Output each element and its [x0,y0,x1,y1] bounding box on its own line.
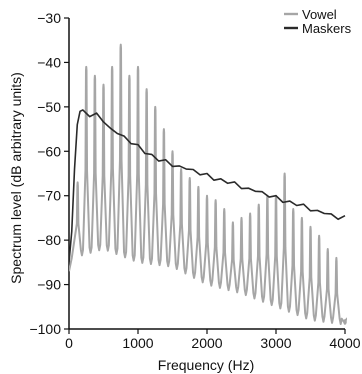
legend-label-vowel: Vowel [302,7,337,22]
x-tick-label: 0 [65,335,73,351]
x-tick-label: 2000 [191,335,222,351]
y-axis-label: Spectrum level (dB arbitrary units) [8,72,24,284]
y-tick-label: −70 [37,188,61,204]
x-axis: 0 1000 2000 3000 4000 [65,328,361,351]
y-tick-label: −40 [37,54,61,70]
series-layer [69,43,347,325]
y-tick-label: −80 [37,232,61,248]
y-axis: −30 −40 −50 −60 −70 −80 −90 −100 [29,10,70,337]
y-tick-label: −50 [37,99,61,115]
x-axis-label: Frequency (Hz) [158,357,254,373]
y-tick-label: −30 [37,10,61,26]
x-tick-label: 3000 [260,335,291,351]
series-line-vowel [69,43,347,325]
y-tick-label: −90 [37,277,61,293]
y-tick-label: −100 [29,321,61,337]
x-tick-label: 4000 [329,335,360,351]
series-line-maskers [69,109,346,263]
y-tick-label: −60 [37,143,61,159]
legend-label-maskers: Maskers [302,21,352,36]
x-tick-label: 1000 [122,335,153,351]
